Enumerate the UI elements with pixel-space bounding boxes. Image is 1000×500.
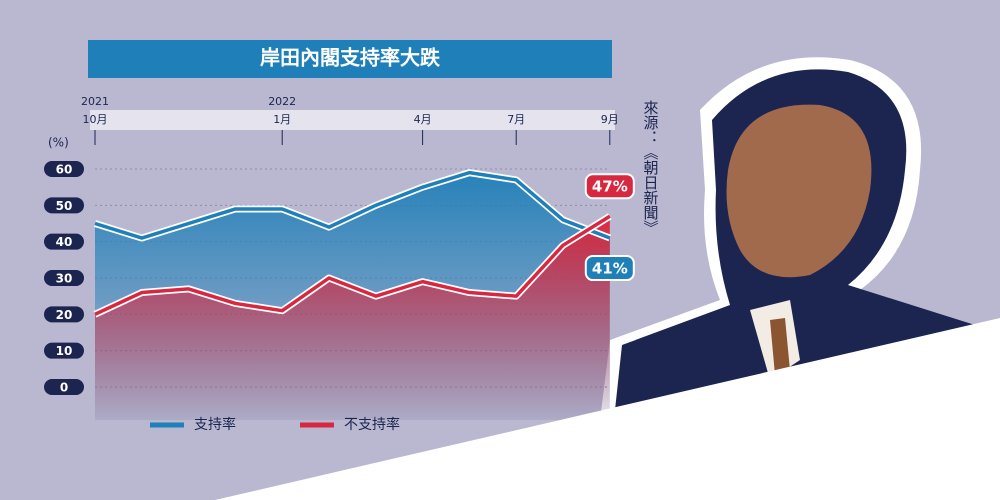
white-panel <box>215 318 1000 500</box>
value-label: 41% <box>592 260 628 278</box>
y-tick-label: 20 <box>56 308 73 322</box>
y-tick-pill <box>44 161 84 177</box>
y-tick-pill <box>44 270 84 286</box>
y-tick-pill <box>44 197 84 214</box>
legend-label: 支持率 <box>194 416 236 433</box>
source: 來源：《朝日新聞》 <box>642 100 660 235</box>
legend: 支持率 不支持率 <box>150 416 400 433</box>
plot: 0 10 20 30 40 50 60 10月 2021 1月 2022 4月 7月 9月 41% 47% <box>44 95 635 420</box>
value-label: 47% <box>592 178 628 196</box>
y-tick-label: 50 <box>56 199 73 213</box>
title-bar <box>88 40 612 78</box>
x-tick-label: 4月 <box>414 113 432 126</box>
x-tick-label: 7月 <box>507 113 525 126</box>
portrait <box>600 57 1000 420</box>
y-tick-pill <box>44 342 84 359</box>
y-tick-label: 0 <box>60 381 68 395</box>
line <box>94 214 611 316</box>
year-label: 2022 <box>268 95 296 108</box>
value-label-box <box>584 255 635 282</box>
month-strip <box>90 110 615 130</box>
y-axis-label: (%) <box>48 136 69 150</box>
value-label-box <box>584 173 635 200</box>
x-tick-label: 1月 <box>273 113 291 126</box>
y-tick-label: 60 <box>56 163 73 177</box>
line <box>94 170 611 240</box>
y-tick-pill <box>44 233 84 250</box>
y-tick-label: 30 <box>56 272 73 286</box>
x-tick-label: 10月 <box>83 113 108 126</box>
area <box>95 216 610 420</box>
y-tick-label: 40 <box>56 235 73 249</box>
y-tick-label: 10 <box>56 344 73 358</box>
year-label: 2021 <box>81 95 109 108</box>
y-tick-pill <box>44 379 84 395</box>
y-tick-pill <box>44 306 84 323</box>
legend-label: 不支持率 <box>344 416 400 433</box>
x-tick-label: 9月 <box>601 113 619 126</box>
chart-title: 岸田內閣支持率大跌 <box>260 46 441 70</box>
